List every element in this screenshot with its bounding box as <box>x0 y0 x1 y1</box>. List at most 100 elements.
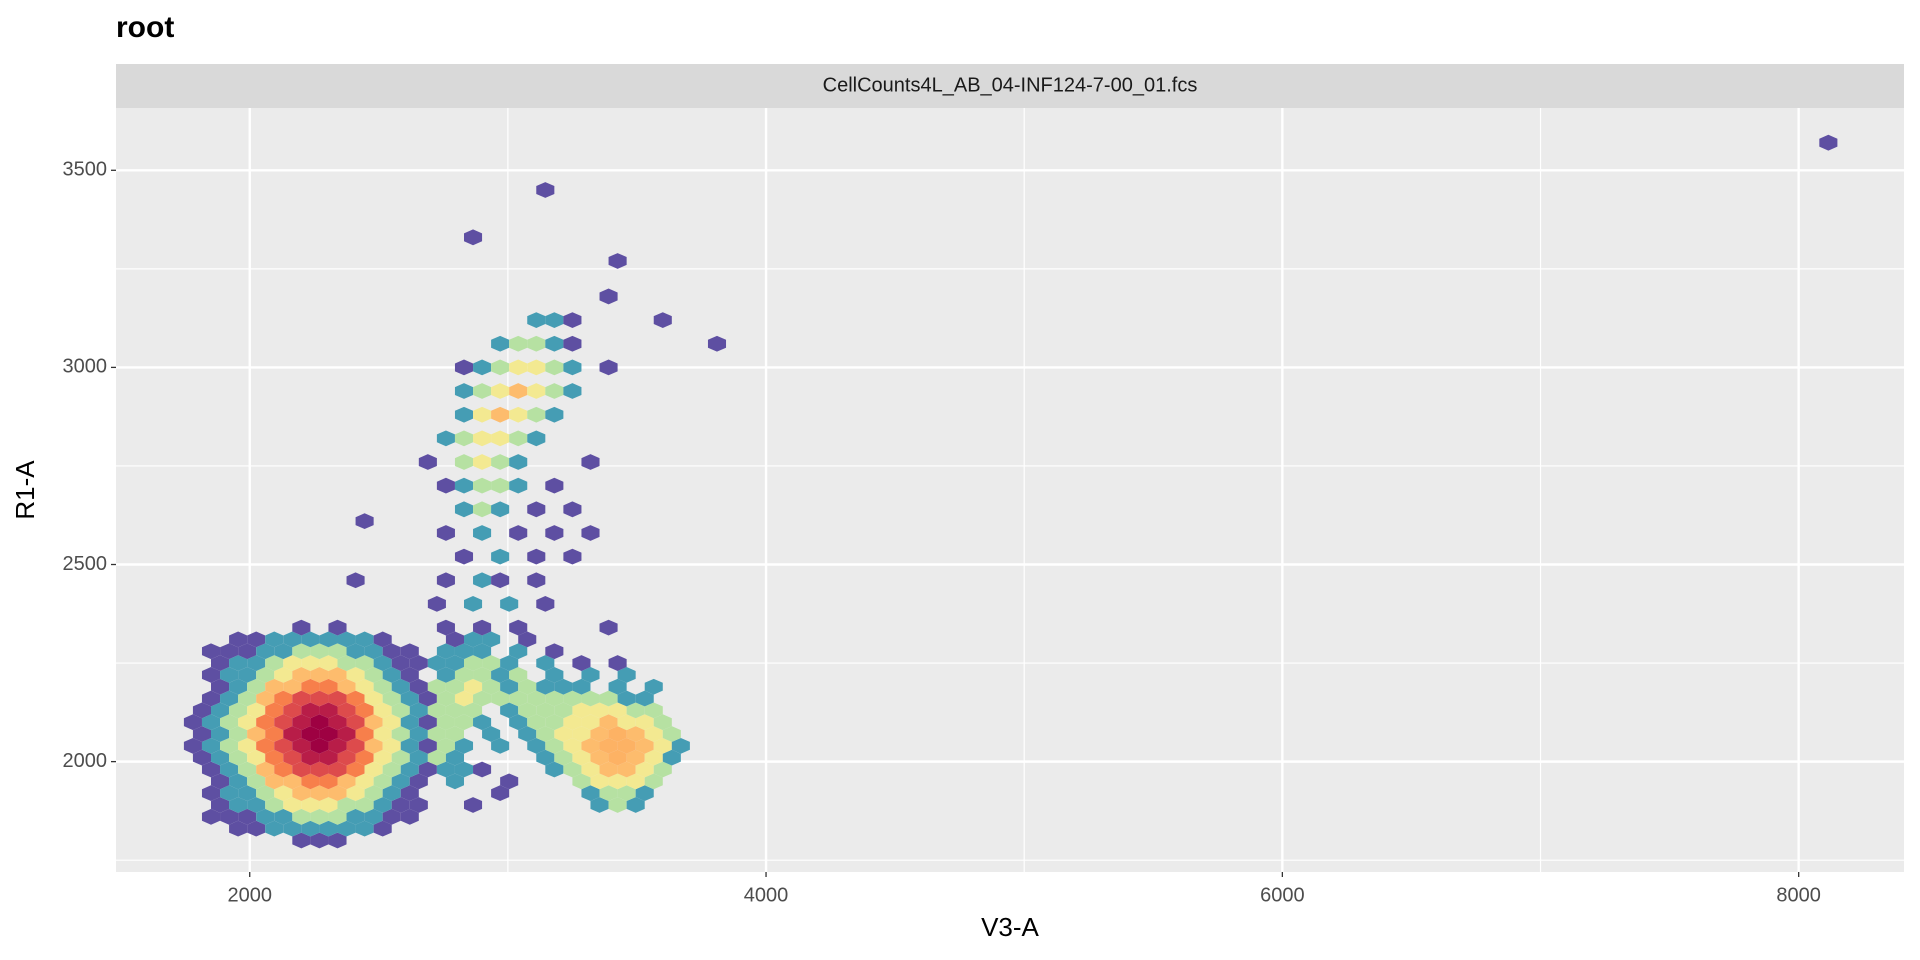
hex-bin <box>337 749 356 766</box>
hex-bin <box>599 619 618 636</box>
hex-bin <box>707 335 727 352</box>
hex-bin <box>201 690 221 707</box>
hex-bin <box>201 808 221 825</box>
hex-layer <box>183 134 1838 849</box>
hex-bin <box>391 678 410 695</box>
hex-bin <box>400 690 419 707</box>
hex-bin <box>310 785 329 802</box>
hex-bin <box>355 749 374 766</box>
hex-bin <box>391 773 410 790</box>
hex-bin <box>409 749 428 766</box>
hex-bin <box>563 548 582 565</box>
hex-bin <box>256 714 275 731</box>
hex-bin <box>229 797 248 813</box>
hex-bin <box>247 820 266 837</box>
hex-bin <box>292 643 311 660</box>
hex-bin <box>418 761 437 778</box>
hex-bin <box>409 702 428 719</box>
hex-bin <box>599 359 618 376</box>
y-tick-label: 3500 <box>63 159 108 181</box>
hex-bin <box>473 454 492 470</box>
hex-bin <box>554 678 573 695</box>
y-axis-label: R1-A <box>10 460 40 520</box>
hex-bin <box>292 832 311 849</box>
hex-bin <box>545 406 564 423</box>
hex-bin <box>464 678 483 695</box>
hex-bin <box>247 702 266 719</box>
hex-bin <box>364 690 383 707</box>
hex-bin <box>454 454 474 470</box>
hex-bin <box>418 737 437 754</box>
hex-bin <box>599 785 618 802</box>
hex-bin <box>545 690 564 707</box>
hex-bin <box>373 773 392 790</box>
hex-bin <box>536 596 555 612</box>
hex-bin <box>671 737 690 754</box>
hex-bin <box>491 572 510 589</box>
hex-bin <box>527 430 546 447</box>
hex-bin <box>454 737 474 754</box>
hex-bin <box>382 667 401 683</box>
hex-bin <box>274 667 293 683</box>
hex-bin <box>238 808 257 825</box>
hex-bin <box>319 678 338 695</box>
hex-bin <box>256 808 275 825</box>
hex-bin <box>563 714 582 731</box>
hex-bin <box>301 820 320 837</box>
hex-bin <box>310 714 329 731</box>
hex-bin <box>283 749 302 766</box>
hex-bin <box>283 820 302 837</box>
hex-bin <box>265 726 284 742</box>
hex-bin <box>292 619 311 636</box>
y-tick-label: 2000 <box>63 750 108 772</box>
hex-bin <box>400 643 419 660</box>
hex-bin <box>274 643 293 660</box>
x-tick-label: 6000 <box>1260 884 1305 906</box>
facet-strip <box>116 64 1904 108</box>
hex-bin <box>247 678 266 695</box>
hex-bin <box>509 454 528 470</box>
hex-bin <box>400 667 419 683</box>
hex-bin <box>265 678 284 695</box>
hex-bin <box>436 714 455 731</box>
hex-bin <box>229 820 248 837</box>
hex-bin <box>319 797 338 813</box>
hex-bin <box>382 785 401 802</box>
hex-bin <box>617 761 636 778</box>
hex-bin <box>454 477 474 494</box>
hex-bin <box>265 655 284 671</box>
hex-bin <box>409 726 428 742</box>
hex-bin <box>536 749 555 766</box>
hex-bin <box>536 182 555 198</box>
hex-bin <box>436 430 455 447</box>
hex-bin <box>581 761 600 778</box>
hex-bin <box>220 737 239 754</box>
hex-bin <box>500 773 519 790</box>
hex-bin <box>201 667 221 683</box>
hex-bin <box>229 678 248 695</box>
hex-bin <box>608 749 627 766</box>
hex-bin <box>310 643 329 660</box>
hex-bin <box>563 312 582 328</box>
hex-bin <box>509 359 528 376</box>
hex-bin <box>491 335 510 352</box>
hex-bin <box>464 631 483 648</box>
hex-bin <box>436 737 455 754</box>
hex-bin <box>563 335 582 352</box>
hex-bin <box>509 335 528 352</box>
hex-bin <box>346 737 365 754</box>
hex-bin <box>445 749 464 766</box>
hex-bin <box>346 785 365 802</box>
hex-bin <box>220 761 239 778</box>
hex-bin <box>454 430 474 447</box>
y-tick-label: 3000 <box>63 356 108 378</box>
hex-bin <box>563 383 582 399</box>
hex-bin <box>301 773 320 790</box>
hex-bin <box>454 406 474 423</box>
hex-bin <box>220 643 239 660</box>
hex-bin <box>355 513 374 530</box>
hex-bin <box>590 797 609 813</box>
hex-bin <box>301 702 320 719</box>
hex-bin <box>500 702 519 719</box>
